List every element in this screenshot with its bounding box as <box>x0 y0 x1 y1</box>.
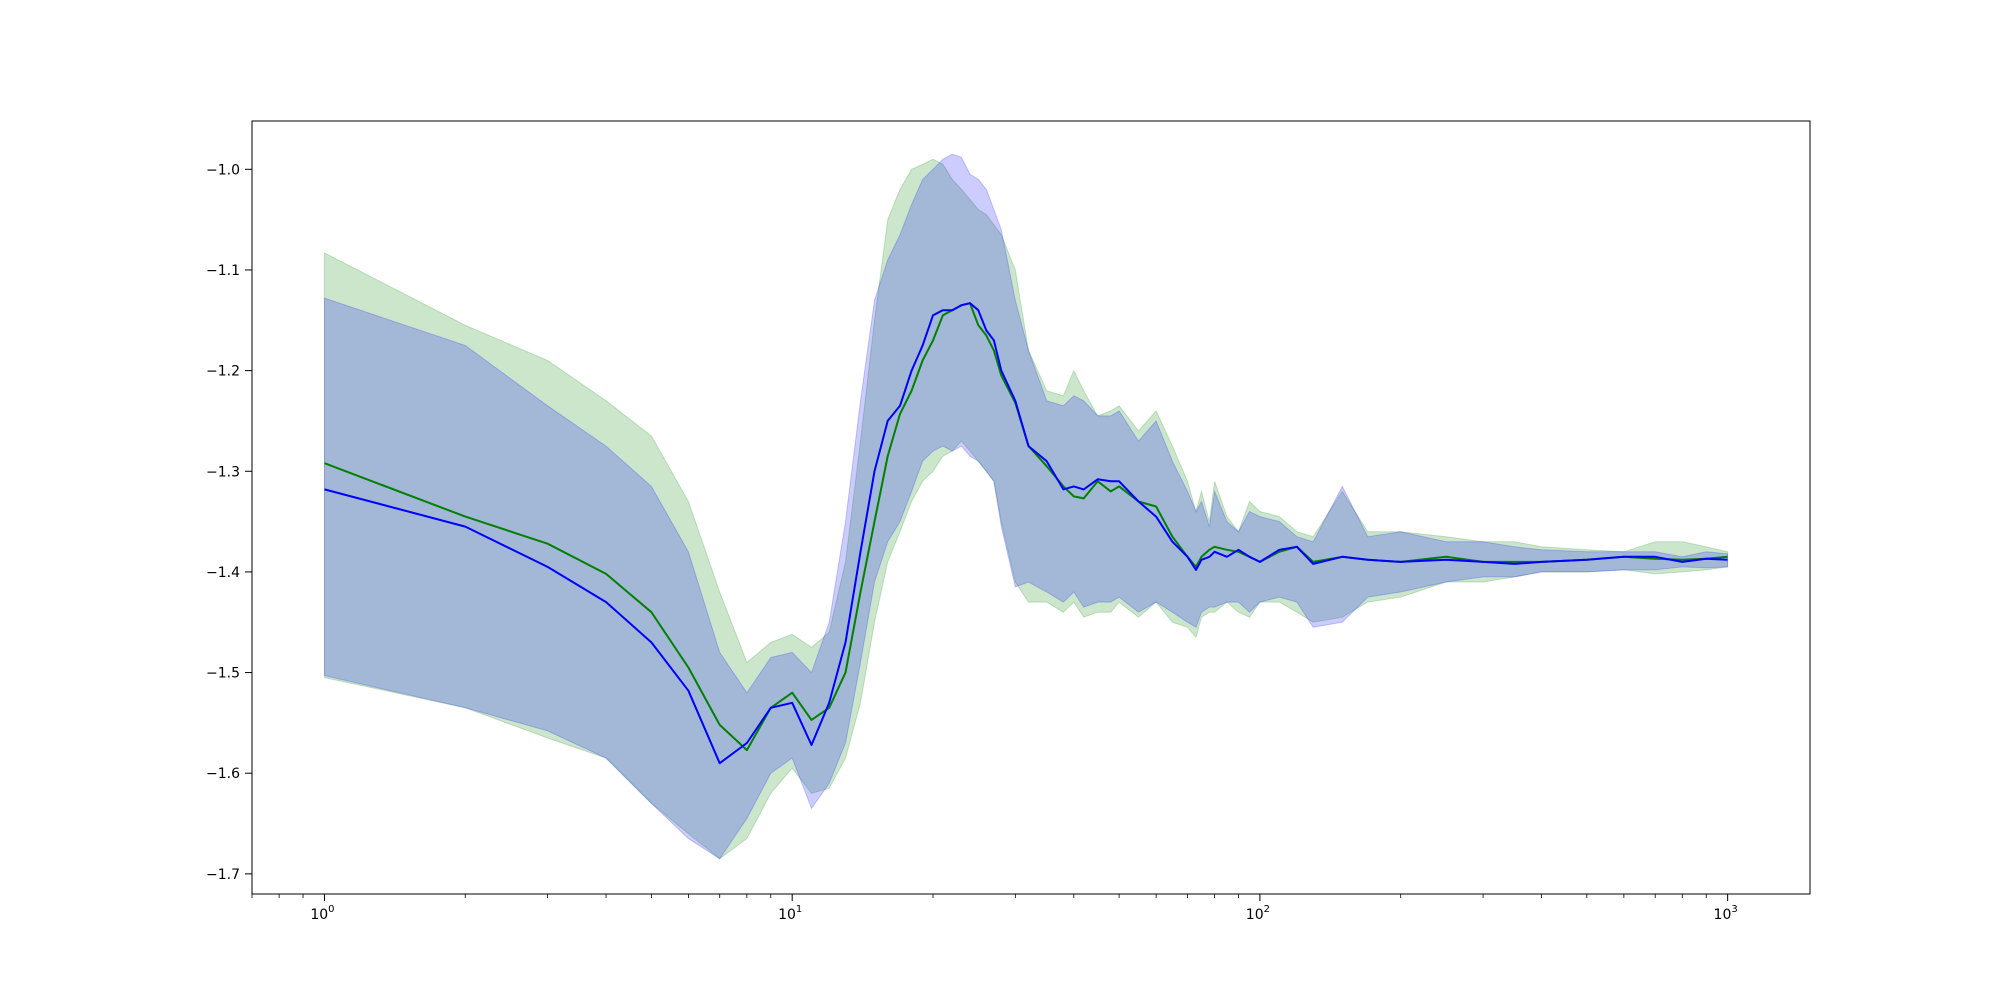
y-tick-label: −1.1 <box>206 263 240 279</box>
series-lines <box>324 302 1728 765</box>
y-axis: −1.7 −1.6 −1.5 −1.4 −1.3 −1.2 −1.1 −1.0 <box>206 162 252 883</box>
y-tick-label: −1.5 <box>206 666 240 682</box>
series-line-2 <box>324 302 1728 765</box>
y-tick-label: −1.6 <box>206 766 240 782</box>
confidence-band-2 <box>324 153 1729 860</box>
y-tick-label: −1.0 <box>206 162 240 178</box>
y-tick-label: −1.7 <box>206 867 240 883</box>
y-tick-label: −1.2 <box>206 364 240 380</box>
confidence-band-1 <box>324 158 1729 860</box>
plot-frame <box>251 120 1811 895</box>
y-tick-label: −1.4 <box>206 565 240 581</box>
y-tick-label: −1.3 <box>206 464 240 480</box>
confidence-bands <box>324 153 1729 860</box>
